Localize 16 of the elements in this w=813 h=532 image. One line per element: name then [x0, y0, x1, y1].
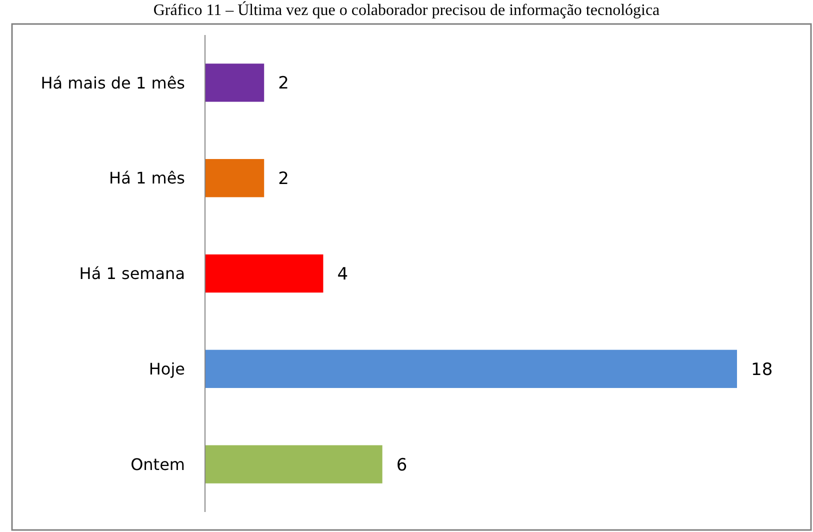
y-tick-label: Hoje	[148, 360, 185, 378]
data-label: 2	[278, 74, 289, 94]
y-tick-label: Há 1 semana	[79, 264, 185, 284]
chart-title: Gráfico 11 – Última vez que o colaborador precisou de informação tecnológica	[153, 1, 660, 19]
data-label: 18	[751, 360, 773, 380]
bar	[205, 64, 264, 102]
bar	[205, 445, 382, 484]
bar	[205, 254, 324, 293]
bar	[205, 350, 737, 388]
data-label: 6	[396, 455, 408, 476]
data-label: 4	[337, 264, 348, 284]
y-tick-label: Há mais de 1 mês	[40, 73, 185, 92]
y-tick-label: Ontem	[130, 454, 185, 474]
y-tick-label: Há 1 mês	[109, 168, 185, 188]
data-label: 2	[278, 169, 289, 190]
bar	[205, 159, 264, 198]
